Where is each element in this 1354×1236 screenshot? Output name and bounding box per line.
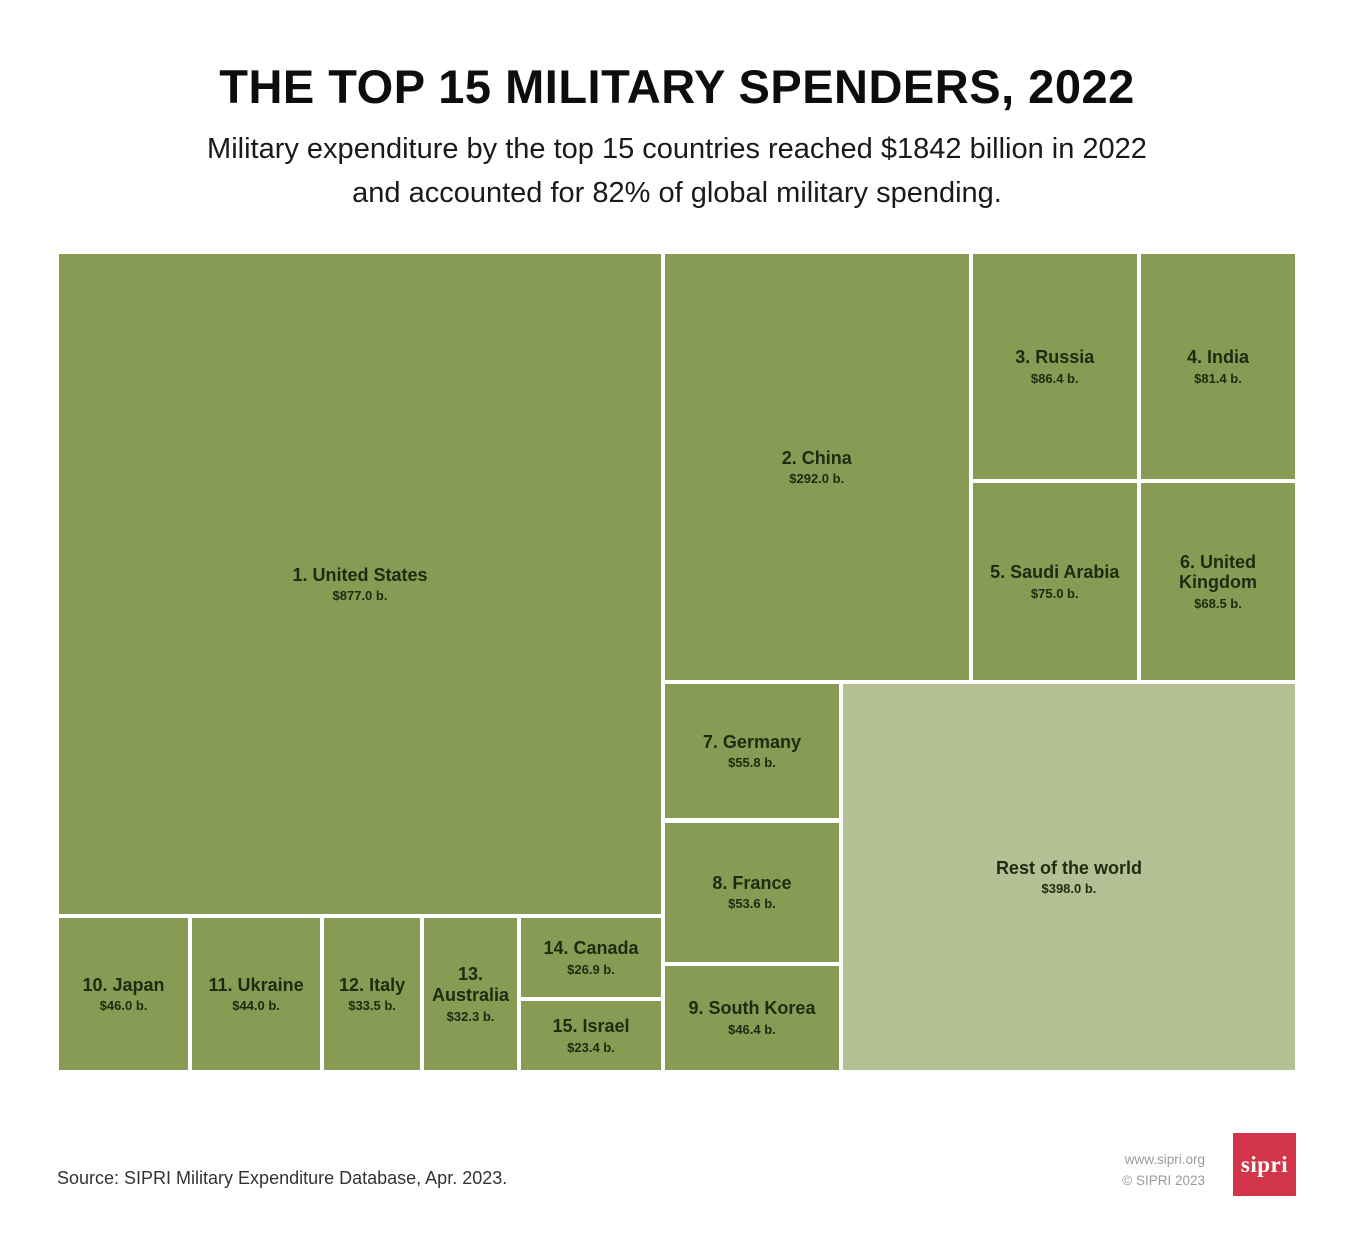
block-label: 9. South Korea	[688, 998, 816, 1019]
block-label: 2. China	[781, 447, 852, 468]
block-value: $55.8 b.	[728, 755, 776, 771]
block-value: $53.6 b.	[728, 896, 776, 912]
treemap-block-australia: 13. Australia $32.3 b.	[422, 916, 519, 1072]
block-value: $292.0 b.	[789, 471, 845, 487]
treemap-block-india: 4. India $81.4 b.	[1139, 252, 1297, 481]
header: THE TOP 15 MILITARY SPENDERS, 2022 Milit…	[0, 60, 1354, 215]
source-note: Source: SIPRI Military Expenditure Datab…	[57, 1168, 508, 1188]
treemap-block-italy: 12. Italy $33.5 b.	[322, 916, 423, 1072]
treemap-block-china: 2. China $292.0 b.	[662, 252, 971, 682]
block-label: 7. Germany	[702, 731, 801, 752]
block-label: 12. Italy	[339, 974, 406, 995]
block-label: 13. Australia	[432, 964, 510, 1005]
block-value: $877.0 b.	[332, 588, 388, 604]
block-value: $46.4 b.	[728, 1021, 776, 1037]
subtitle-line-2: and accounted for 82% of global military…	[352, 176, 1002, 209]
treemap-block-south-korea: 9. South Korea $46.4 b.	[662, 963, 841, 1072]
block-label: 15. Israel	[552, 1016, 630, 1036]
treemap-block-united-states: 1. United States $877.0 b.	[57, 252, 663, 917]
subtitle-line-1: Military expenditure by the top 15 count…	[207, 133, 1147, 166]
treemap-block-united-kingdom: 6. United Kingdom $68.5 b.	[1139, 480, 1297, 682]
block-value: $86.4 b.	[1030, 370, 1079, 386]
block-value: $68.5 b.	[1194, 595, 1242, 611]
block-label: 1. United States	[292, 564, 428, 585]
treemap-block-canada: 14. Canada $26.9 b.	[519, 916, 663, 999]
block-value: $33.5 b.	[348, 998, 396, 1014]
block-label: Rest of the world	[995, 857, 1142, 878]
sipri-website: www.sipri.org	[1124, 1152, 1205, 1167]
sipri-copyright: © SIPRI 2023	[1122, 1172, 1205, 1188]
page-title: THE TOP 15 MILITARY SPENDERS, 2022	[219, 60, 1135, 113]
block-value: $23.4 b.	[567, 1039, 615, 1055]
treemap-block-israel: 15. Israel $23.4 b.	[519, 999, 663, 1072]
treemap-block-france: 8. France $53.6 b.	[662, 820, 841, 964]
block-value: $26.9 b.	[567, 961, 615, 977]
block-label: 5. Saudi Arabia	[990, 561, 1120, 582]
block-label: 4. India	[1186, 346, 1249, 367]
block-value: $75.0 b.	[1030, 585, 1079, 601]
block-label: 14. Canada	[543, 938, 639, 959]
treemap-block-ukraine: 11. Ukraine $44.0 b.	[190, 916, 323, 1072]
block-label: 3. Russia	[1015, 346, 1095, 367]
block-label: 11. Ukraine	[208, 974, 304, 995]
block-label: 6. United Kingdom	[1179, 551, 1257, 593]
sipri-logo: sipri	[1233, 1133, 1296, 1196]
block-value: $398.0 b.	[1041, 881, 1097, 897]
treemap-block-germany: 7. Germany $55.8 b.	[662, 682, 841, 821]
block-value: $46.0 b.	[99, 998, 148, 1014]
treemap-chart: 1. United States $877.0 b. 2. China $292…	[57, 252, 1297, 1072]
page-subtitle: Military expenditure by the top 15 count…	[0, 128, 1354, 215]
treemap-block-russia: 3. Russia $86.4 b.	[970, 252, 1140, 481]
treemap-block-rest-of-the-world: Rest of the world $398.0 b.	[840, 682, 1297, 1072]
treemap-block-japan: 10. Japan $46.0 b.	[57, 916, 191, 1072]
sipri-logo-text: sipri	[1240, 1151, 1289, 1177]
block-value: $44.0 b.	[232, 998, 280, 1014]
block-label: 8. France	[712, 872, 792, 893]
block-value: $32.3 b.	[446, 1008, 495, 1024]
treemap-block-saudi-arabia: 5. Saudi Arabia $75.0 b.	[970, 480, 1140, 682]
block-value: $81.4 b.	[1194, 370, 1242, 386]
sipri-credit: www.sipri.org © SIPRI 2023	[1122, 1150, 1205, 1192]
block-label: 10. Japan	[82, 974, 165, 995]
